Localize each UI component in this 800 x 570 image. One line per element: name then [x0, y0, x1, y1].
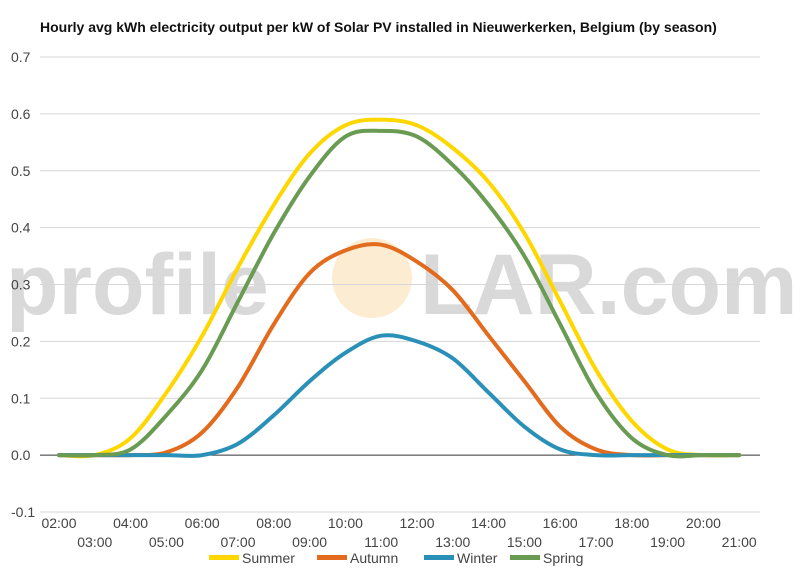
- legend-label: Summer: [242, 550, 295, 566]
- y-tick-label: 0.7: [11, 49, 31, 65]
- y-axis-ticks: -0.1 0.0 0.1 0.2 0.3 0.4 0.5 0.6 0.7: [11, 49, 35, 520]
- grid-lines: [40, 56, 760, 513]
- y-tick-label: 0.3: [11, 277, 31, 293]
- y-tick-label: 0.4: [11, 220, 31, 236]
- x-tick-label: 20:00: [686, 515, 721, 531]
- y-tick-label: 0.5: [11, 163, 31, 179]
- x-tick-label: 14:00: [471, 515, 506, 531]
- series-line-spring: [57, 128, 742, 459]
- x-tick-label: 08:00: [256, 515, 291, 531]
- legend-swatch: [510, 555, 540, 560]
- legend-swatch: [209, 555, 239, 560]
- x-tick-label: 04:00: [113, 515, 148, 531]
- series-line-winter: [57, 333, 742, 458]
- chart-title: Hourly avg kWh electricity output per kW…: [40, 19, 717, 35]
- y-tick-label: 0.0: [11, 447, 31, 463]
- y-tick-label: 0.2: [11, 333, 31, 349]
- x-tick-label: 15:00: [507, 534, 542, 550]
- legend-item-summer[interactable]: Summer: [209, 550, 295, 566]
- legend-label: Winter: [457, 550, 498, 566]
- x-tick-label: 05:00: [149, 534, 184, 550]
- x-tick-label: 10:00: [328, 515, 363, 531]
- x-tick-label: 09:00: [292, 534, 327, 550]
- legend-label: Spring: [543, 550, 583, 566]
- x-axis-ticks: 02:0003:0004:0005:0006:0007:0008:0009:00…: [41, 515, 756, 550]
- legend-item-winter[interactable]: Winter: [424, 550, 498, 566]
- x-tick-label: 18:00: [614, 515, 649, 531]
- x-tick-label: 13:00: [435, 534, 470, 550]
- y-tick-label: -0.1: [11, 504, 35, 520]
- x-tick-label: 06:00: [185, 515, 220, 531]
- x-tick-label: 11:00: [364, 534, 398, 550]
- legend[interactable]: Summer Autumn Winter Spring: [209, 550, 583, 566]
- x-tick-label: 02:00: [41, 515, 76, 531]
- y-tick-label: 0.6: [11, 106, 31, 122]
- x-tick-label: 16:00: [543, 515, 578, 531]
- series-line-summer: [57, 117, 742, 459]
- x-tick-label: 03:00: [77, 534, 112, 550]
- watermark-sun-icon: [332, 238, 412, 318]
- series-lines: [57, 117, 742, 459]
- legend-swatch: [317, 555, 347, 560]
- legend-item-spring[interactable]: Spring: [510, 550, 583, 566]
- x-tick-label: 21:00: [722, 534, 757, 550]
- x-tick-label: 07:00: [220, 534, 255, 550]
- y-tick-label: 0.1: [11, 390, 31, 406]
- x-tick-label: 12:00: [399, 515, 434, 531]
- legend-item-autumn[interactable]: Autumn: [317, 550, 398, 566]
- x-tick-label: 19:00: [650, 534, 685, 550]
- legend-swatch: [424, 555, 454, 560]
- x-tick-label: 17:00: [578, 534, 613, 550]
- legend-label: Autumn: [350, 550, 398, 566]
